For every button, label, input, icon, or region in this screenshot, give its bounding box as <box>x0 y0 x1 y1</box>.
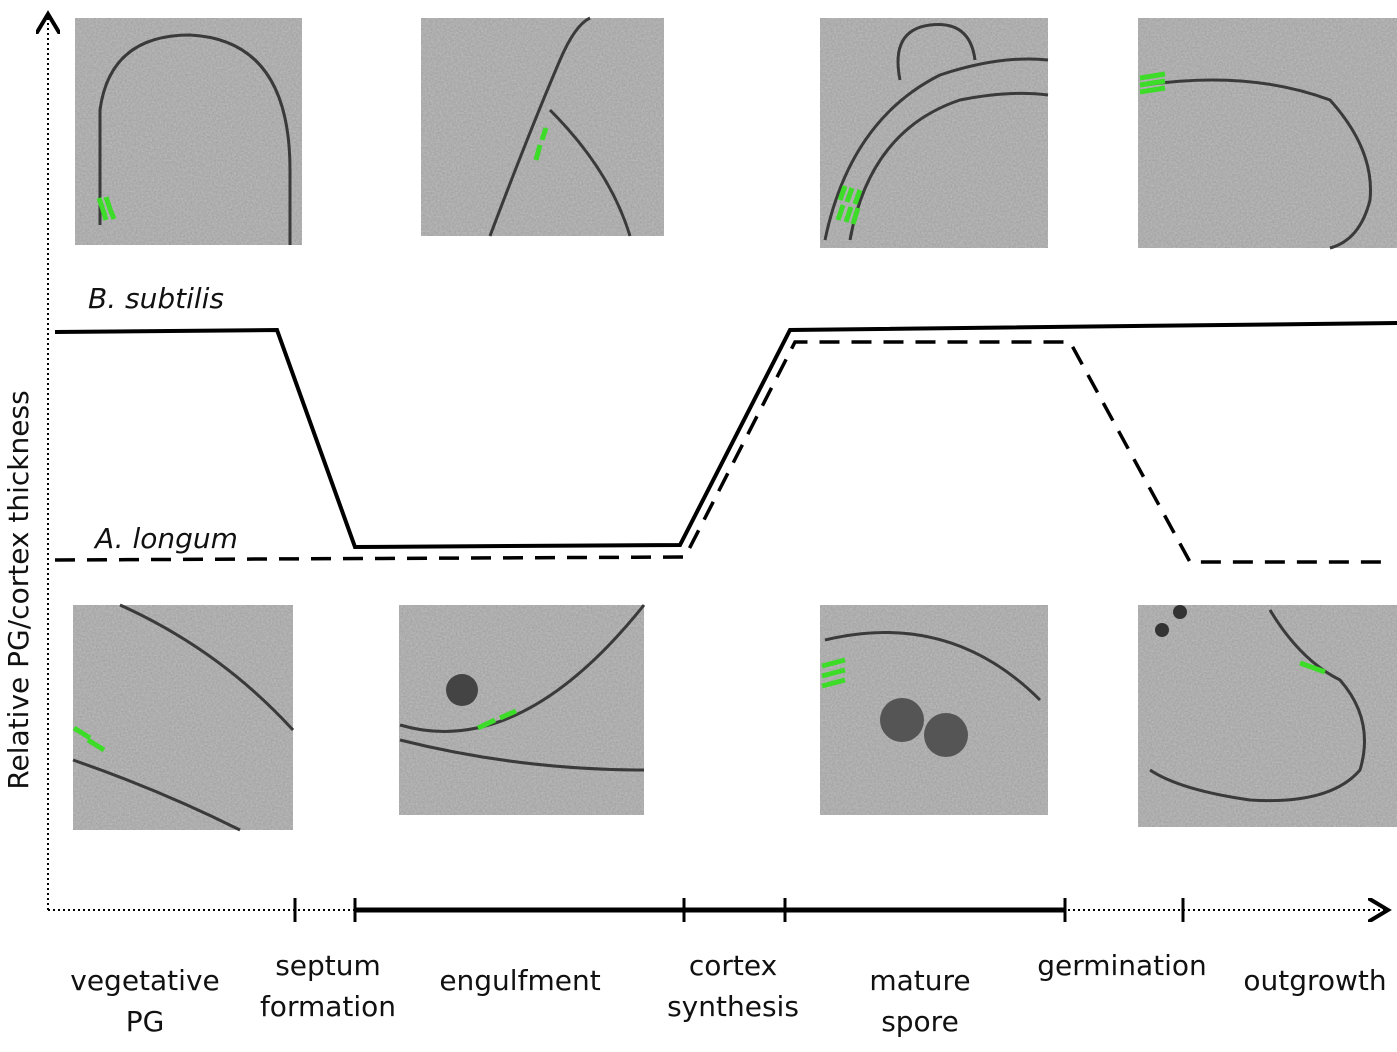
axes <box>48 14 1388 922</box>
stage-label: mature <box>869 964 970 997</box>
micrograph <box>421 16 664 237</box>
stage-labels: vegetative PG septum formation engulfment cor… <box>70 949 1386 1038</box>
micrograph <box>399 604 646 815</box>
micrograph <box>72 603 295 832</box>
micrographs <box>72 16 1397 832</box>
stage-label: outgrowth <box>1243 964 1386 997</box>
stage-label: engulfment <box>439 964 600 997</box>
b-subtilis-curve <box>54 321 1397 550</box>
stage-label: PG <box>126 1005 165 1038</box>
micrograph <box>75 18 302 245</box>
stage-label: spore <box>881 1005 959 1038</box>
a-longum-curve <box>54 340 1390 564</box>
species-label: A. longum <box>93 522 238 555</box>
timeline-ticks <box>293 898 1185 922</box>
micrograph <box>820 605 1048 815</box>
stage-label: formation <box>260 990 396 1023</box>
micrograph <box>1138 605 1397 827</box>
species-label: B. subtilis <box>88 282 224 315</box>
stage-label: germination <box>1037 949 1207 982</box>
micrograph <box>820 18 1049 248</box>
stage-label: vegetative <box>70 964 220 997</box>
y-axis-label: Relative PG/cortex thickness <box>2 390 35 789</box>
micrograph <box>1138 18 1397 250</box>
stage-label: cortex <box>689 949 777 982</box>
stage-label: septum <box>275 949 381 982</box>
curves <box>54 321 1397 564</box>
stage-label: synthesis <box>667 990 799 1023</box>
